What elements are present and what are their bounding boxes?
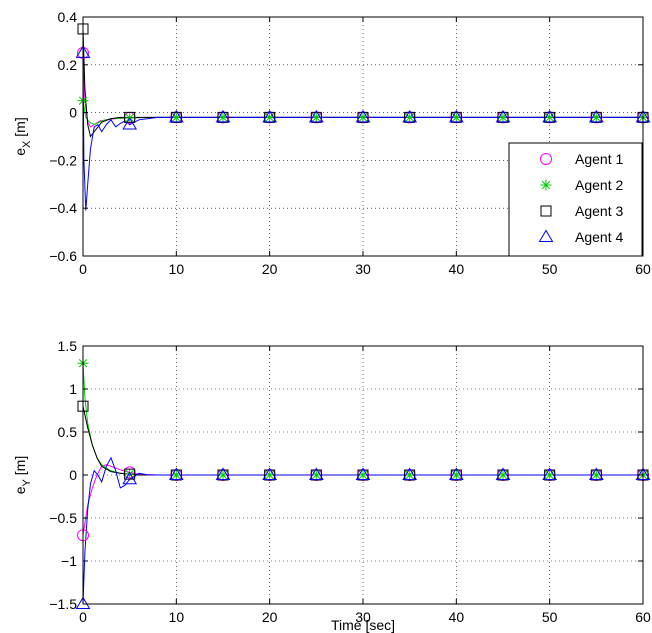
marker-agent-4 bbox=[402, 109, 418, 123]
marker-agent-4 bbox=[355, 467, 371, 480]
marker-agent-4 bbox=[308, 467, 324, 480]
x-tick-label: 20 bbox=[262, 261, 278, 277]
x-axis-label: Time [sec] bbox=[331, 617, 395, 633]
marker-agent-2 bbox=[264, 111, 276, 123]
marker-agent-4 bbox=[542, 467, 558, 480]
y-tick-label: 0.5 bbox=[58, 424, 78, 440]
chart-panel-1: 0 10 20 30 40 50 60 −0.6 −0.4 −0.2 0 0.2 0.4 eX [m] Ag… bbox=[12, 9, 651, 277]
legend-marker-agent-2 bbox=[540, 179, 552, 191]
marker-agent-2 bbox=[497, 469, 509, 481]
x-tick-label: 30 bbox=[355, 609, 371, 625]
marker-agent-2 bbox=[497, 111, 509, 123]
y-tick-label: 0.4 bbox=[58, 9, 78, 25]
marker-agent-2 bbox=[170, 111, 182, 123]
x-tick-label: 30 bbox=[355, 261, 371, 277]
marker-agent-4 bbox=[262, 109, 278, 123]
x-tick-label: 10 bbox=[169, 609, 185, 625]
marker-agent-2 bbox=[170, 469, 182, 481]
marker-agent-2 bbox=[264, 469, 276, 481]
y-axis-label: eX [m] bbox=[12, 117, 33, 155]
marker-agent-3 bbox=[124, 468, 136, 480]
marker-agent-2 bbox=[544, 111, 556, 123]
x-tick-label: 50 bbox=[542, 609, 558, 625]
x-tick-label: 10 bbox=[169, 261, 185, 277]
marker-agent-2 bbox=[590, 111, 602, 123]
marker-agent-2 bbox=[450, 469, 462, 481]
y-tick-label: 0.2 bbox=[58, 57, 78, 73]
marker-agent-4 bbox=[448, 467, 464, 480]
marker-agent-4 bbox=[122, 117, 138, 130]
series-line-agent-3 bbox=[83, 406, 643, 476]
marker-agent-2 bbox=[357, 469, 369, 481]
y-tick-label: 1 bbox=[69, 381, 77, 397]
marker-agent-2 bbox=[357, 111, 369, 123]
legend: Agent 1 Agent 2 Agent 3 Agent 4 bbox=[508, 142, 643, 257]
y-axis-label: eY [m] bbox=[12, 456, 33, 494]
marker-agent-2 bbox=[217, 469, 229, 481]
y-tick-label: 0 bbox=[69, 105, 77, 121]
x-tick-label: 50 bbox=[542, 261, 558, 277]
marker-agent-4 bbox=[122, 471, 138, 485]
x-tick-label: 60 bbox=[635, 261, 651, 277]
marker-agent-4 bbox=[588, 109, 604, 123]
marker-agent-2 bbox=[124, 468, 136, 480]
series-line-agent-4 bbox=[83, 52, 643, 211]
marker-agent-4 bbox=[215, 109, 231, 123]
x-tick-label: 60 bbox=[635, 609, 651, 625]
marker-agent-4 bbox=[75, 596, 91, 609]
marker-agent-2 bbox=[404, 111, 416, 123]
legend-label-agent-2: Agent 2 bbox=[575, 177, 623, 193]
series-lines bbox=[83, 28, 643, 211]
marker-agent-4 bbox=[495, 467, 511, 480]
legend-label-agent-4: Agent 4 bbox=[575, 229, 623, 245]
legend-marker-agent-3 bbox=[540, 205, 552, 217]
marker-agent-4 bbox=[215, 467, 231, 480]
chart-panel-2: 0 10 20 30 40 50 60 −1.5 −1 −0.5 0 0.5 1 1.5 eY [m] Tim… bbox=[12, 338, 651, 633]
legend-marker-agent-1 bbox=[540, 153, 552, 165]
y-tick-label: 0 bbox=[69, 467, 77, 483]
marker-agent-2 bbox=[404, 469, 416, 481]
marker-agent-2 bbox=[217, 111, 229, 123]
series-lines bbox=[83, 363, 643, 604]
x-tick-label: 40 bbox=[449, 609, 465, 625]
marker-agent-2 bbox=[590, 469, 602, 481]
y-tick-label: −0.5 bbox=[49, 510, 77, 526]
marker-agent-4 bbox=[448, 109, 464, 123]
x-tick-label: 0 bbox=[79, 261, 87, 277]
legend-label-agent-3: Agent 3 bbox=[575, 203, 623, 219]
marker-agent-3 bbox=[124, 111, 136, 123]
y-tick-label: −1.5 bbox=[49, 596, 77, 612]
y-tick-label: −0.2 bbox=[49, 152, 77, 168]
y-tick-label: −0.6 bbox=[49, 248, 77, 264]
marker-agent-4 bbox=[402, 467, 418, 480]
series-markers bbox=[75, 357, 651, 609]
marker-agent-4 bbox=[588, 467, 604, 480]
marker-agent-2 bbox=[310, 469, 322, 481]
marker-agent-2 bbox=[450, 111, 462, 123]
marker-agent-4 bbox=[308, 109, 324, 123]
marker-agent-4 bbox=[262, 467, 278, 480]
x-tick-label: 0 bbox=[79, 609, 87, 625]
legend-box bbox=[508, 142, 643, 257]
series-line-agent-4 bbox=[83, 456, 643, 604]
marker-agent-4 bbox=[355, 109, 371, 123]
marker-agent-2 bbox=[310, 111, 322, 123]
x-tick-label: 40 bbox=[449, 261, 465, 277]
y-tick-label: −0.4 bbox=[49, 200, 77, 216]
marker-agent-4 bbox=[168, 109, 184, 123]
y-tick-label: −1 bbox=[61, 553, 77, 569]
y-tick-label: 1.5 bbox=[58, 338, 78, 354]
marker-agent-4 bbox=[168, 467, 184, 480]
marker-agent-2 bbox=[544, 469, 556, 481]
marker-agent-4 bbox=[542, 109, 558, 123]
legend-marker-agent-4 bbox=[538, 229, 554, 242]
marker-agent-4 bbox=[495, 109, 511, 123]
legend-label-agent-1: Agent 1 bbox=[575, 151, 623, 167]
series-line-agent-3 bbox=[83, 28, 643, 138]
x-tick-label: 20 bbox=[262, 609, 278, 625]
